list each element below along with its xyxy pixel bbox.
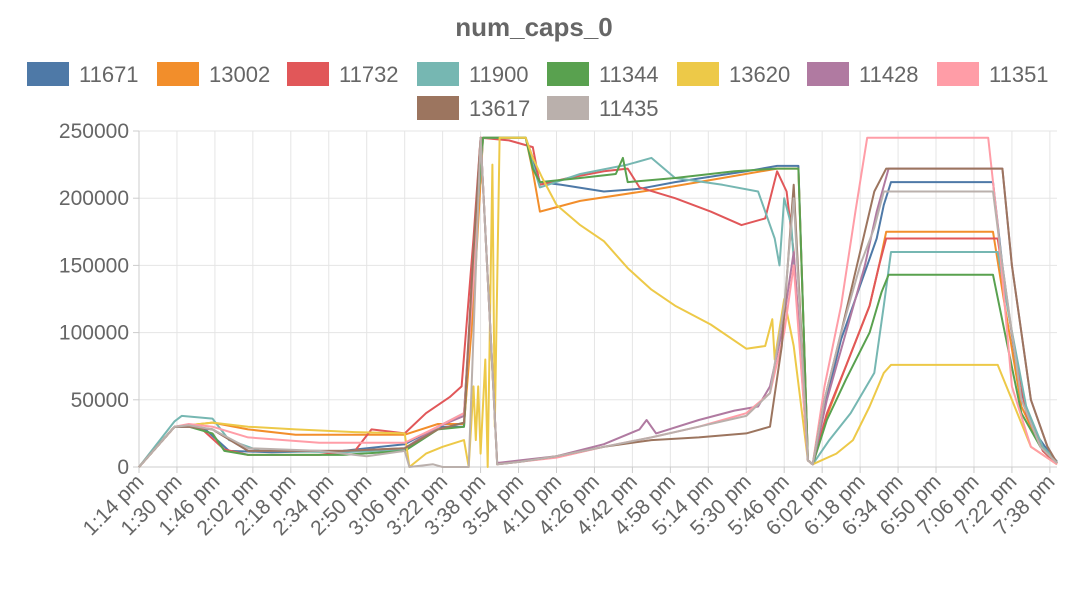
- legend-label: 11732: [339, 62, 399, 87]
- legend-swatch: [287, 62, 329, 86]
- legend-item-11351[interactable]: 11351: [937, 62, 1049, 87]
- legend-label: 13002: [209, 62, 270, 87]
- legend-swatch: [417, 62, 459, 86]
- legend-label: 13617: [469, 96, 530, 121]
- chart-legend: 11671 13002 11732 11900 11344 13620 11428 11351…: [27, 62, 1049, 121]
- legend-swatch: [417, 96, 459, 120]
- x-axis: 1:14 pm1:30 pm1:46 pm2:02 pm2:18 pm2:34 …: [79, 466, 1059, 540]
- legend-label: 11344: [599, 62, 659, 87]
- legend-swatch: [807, 62, 849, 86]
- legend-swatch: [677, 62, 719, 86]
- series-line-11900: [138, 136, 1058, 468]
- plot-area: [138, 136, 1058, 468]
- y-tick-label: 0: [117, 456, 129, 479]
- legend-item-11671[interactable]: 11671: [27, 62, 139, 87]
- legend-swatch: [937, 62, 979, 86]
- y-tick-label: 150000: [59, 254, 129, 277]
- legend-item-13620[interactable]: 13620: [677, 62, 790, 87]
- legend-swatch: [547, 62, 589, 86]
- series-line-11671: [138, 136, 1058, 468]
- legend-label: 11351: [989, 62, 1049, 87]
- y-tick-label: 200000: [59, 187, 129, 210]
- y-axis: 0 50000 100000 150000 200000 250000: [59, 120, 140, 479]
- y-tick-label: 50000: [71, 389, 129, 412]
- legend-label: 13620: [729, 62, 790, 87]
- legend-label: 11671: [79, 62, 139, 87]
- legend-item-11428[interactable]: 11428: [807, 62, 919, 87]
- series-line-11344: [138, 136, 1058, 468]
- series-line-11428: [138, 136, 1058, 468]
- series-line-11351: [138, 136, 1058, 468]
- legend-item-11900[interactable]: 11900: [417, 62, 529, 87]
- series-line-13002: [138, 136, 1058, 468]
- series-line-11732: [138, 136, 1058, 468]
- legend-swatch: [157, 62, 199, 86]
- y-tick-label: 250000: [59, 120, 129, 143]
- series-line-13617: [138, 136, 1058, 468]
- legend-label: 11435: [599, 96, 659, 121]
- chart-title: num_caps_0: [455, 12, 613, 42]
- legend-item-11435[interactable]: 11435: [547, 96, 659, 121]
- series-line-11435: [138, 136, 1058, 468]
- series-line-13620: [138, 136, 1058, 468]
- legend-swatch: [547, 96, 589, 120]
- legend-swatch: [27, 62, 69, 86]
- legend-label: 11428: [859, 62, 919, 87]
- legend-item-13002[interactable]: 13002: [157, 62, 270, 87]
- legend-item-11732[interactable]: 11732: [287, 62, 399, 87]
- y-tick-label: 100000: [59, 322, 129, 345]
- chart-grid: [138, 130, 1057, 468]
- legend-label: 11900: [469, 62, 529, 87]
- legend-item-11344[interactable]: 11344: [547, 62, 659, 87]
- legend-item-13617[interactable]: 13617: [417, 96, 530, 121]
